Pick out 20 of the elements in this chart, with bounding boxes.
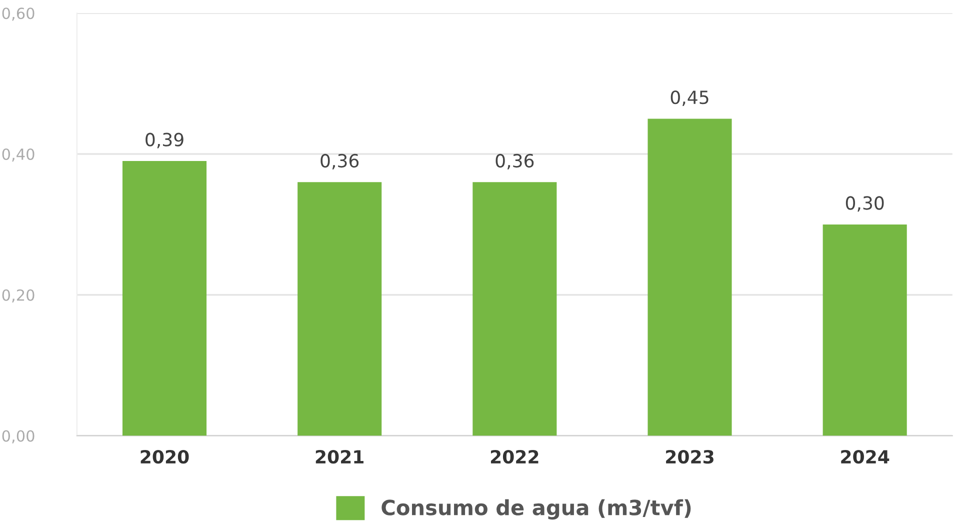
bar — [472, 182, 557, 436]
text: 0,36 — [320, 154, 359, 170]
legend-label: Consumo de agua (m3/tvf) — [382, 499, 691, 520]
x-tick-label: 2024 — [841, 450, 890, 464]
bar — [648, 118, 732, 436]
y-tick-label: 0,40 — [2, 148, 34, 162]
y-tick-label: 0,60 — [2, 8, 34, 21]
x-tick-label: 2021 — [316, 450, 364, 464]
text: 0,39 — [146, 132, 184, 148]
bar — [822, 224, 907, 436]
text: 0,45 — [670, 90, 708, 106]
text: 0,36 — [496, 154, 534, 170]
text: 0,30 — [846, 196, 884, 212]
x-tick-label: 2020 — [140, 450, 189, 464]
y-tick-label: 0,20 — [2, 289, 34, 302]
x-tick-label: 2022 — [490, 450, 538, 464]
x-tick-label: 2023 — [666, 450, 714, 464]
y-tick-label: 0,00 — [2, 430, 34, 444]
bar — [122, 161, 207, 436]
bar — [298, 182, 382, 436]
